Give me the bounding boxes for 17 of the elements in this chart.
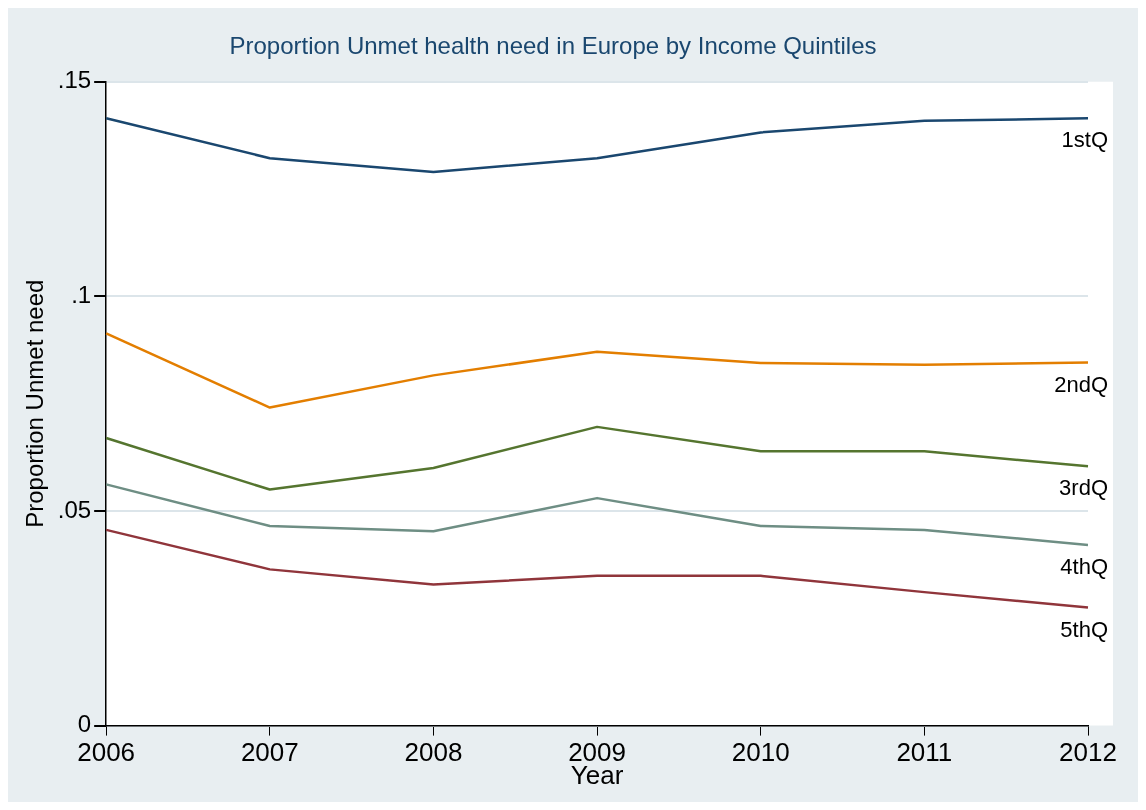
series-label: 2ndQ <box>1054 371 1108 397</box>
series-label: 5thQ <box>1060 616 1108 642</box>
x-tick-label: 2006 <box>77 737 136 768</box>
series-label: 4thQ <box>1060 553 1108 579</box>
series-label: 1stQ <box>1061 127 1108 153</box>
x-tick-label: 2012 <box>1059 737 1117 768</box>
y-axis-title: Proportion Unmet need <box>21 279 49 528</box>
y-tick-label: .15 <box>57 66 92 94</box>
x-tick-label: 2011 <box>896 737 953 768</box>
y-tick-label: .1 <box>71 281 92 309</box>
x-tick-label: 2010 <box>731 737 790 768</box>
series-label: 3rdQ <box>1059 475 1108 501</box>
x-tick-label: 2007 <box>240 737 299 768</box>
x-tick-label: 2008 <box>404 737 463 768</box>
y-tick-label: .05 <box>57 495 92 523</box>
chart-title: Proportion Unmet health need in Europe by Income Quintiles <box>229 32 877 60</box>
y-tick-label: 0 <box>77 710 92 738</box>
